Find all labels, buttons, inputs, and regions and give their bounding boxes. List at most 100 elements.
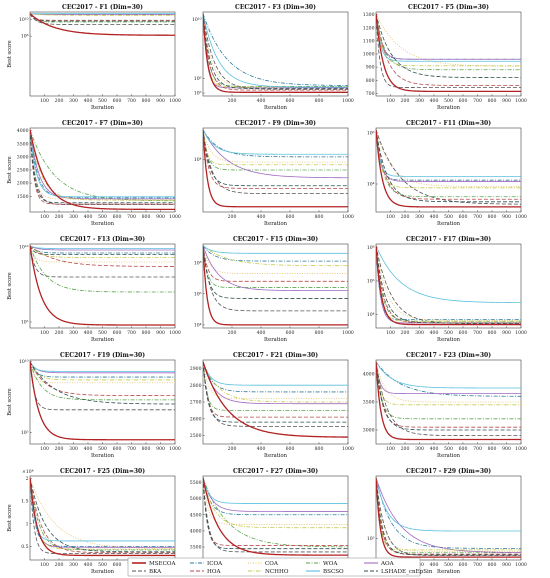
y-tick-label: 3500 bbox=[190, 545, 202, 551]
y-tick-label: 10⁶ bbox=[367, 131, 375, 137]
legend-entry: LSHADE_cnEpSin bbox=[381, 569, 433, 575]
series-line-aoa bbox=[203, 13, 348, 89]
y-tick-label: 10¹⁰ bbox=[19, 17, 29, 23]
x-tick-label: 700 bbox=[127, 446, 136, 452]
x-axis-label: Iteration bbox=[91, 105, 115, 111]
x-tick-label: 500 bbox=[444, 446, 453, 452]
legend-entry: HOA bbox=[207, 569, 221, 575]
x-tick-label: 300 bbox=[69, 214, 78, 220]
x-tick-label: 100 bbox=[40, 214, 49, 220]
x-tick-label: 500 bbox=[98, 214, 107, 220]
x-tick-label: 900 bbox=[156, 330, 165, 336]
x-tick-label: 800 bbox=[488, 98, 497, 104]
series-line-aoa bbox=[30, 13, 175, 15]
y-tick-label: 0.5 bbox=[21, 544, 28, 550]
series-line-woa bbox=[203, 13, 348, 87]
subplot-5: CEC2017 - F9 (Dim=30) 200 400 600 800 1000 10⁴… bbox=[194, 120, 354, 227]
series-line-coa bbox=[376, 477, 521, 552]
series-line-hoa bbox=[376, 129, 521, 200]
series-line-msecoa bbox=[376, 361, 521, 441]
x-tick-label: 900 bbox=[156, 446, 165, 452]
x-tick-label: 800 bbox=[142, 330, 151, 336]
series-line-icoa bbox=[203, 129, 348, 158]
series-line-msecoa bbox=[376, 13, 521, 93]
y-tick-label: 2800 bbox=[190, 383, 202, 389]
series-line-coa bbox=[30, 129, 175, 200]
series-line-nchho bbox=[376, 129, 521, 189]
x-axis-label: Iteration bbox=[264, 105, 288, 111]
plot-area bbox=[375, 243, 522, 329]
series-line-aoa bbox=[30, 129, 175, 200]
subplot-8: CEC2017 - F15 (Dim=30) 200 400 600 800 1000 10… bbox=[194, 236, 354, 343]
y-tick-label: 4000 bbox=[17, 128, 29, 134]
x-tick-label: 500 bbox=[98, 98, 107, 104]
series-line-icoa bbox=[30, 361, 175, 378]
x-tick-label: 700 bbox=[473, 446, 482, 452]
y-tick-label: 10⁶ bbox=[194, 76, 202, 82]
x-tick-label: 300 bbox=[415, 98, 424, 104]
x-tick-label: 600 bbox=[286, 98, 295, 104]
y-tick-label: 1200 bbox=[363, 25, 375, 31]
series-line-coa bbox=[30, 13, 175, 16]
plot-area bbox=[202, 243, 349, 329]
x-tick-label: 600 bbox=[113, 446, 122, 452]
x-tick-label: 300 bbox=[69, 446, 78, 452]
series-line-bka bbox=[30, 13, 175, 25]
x-tick-label: 600 bbox=[459, 446, 468, 452]
series-line-icoa bbox=[376, 13, 521, 60]
x-tick-label: 200 bbox=[401, 98, 410, 104]
series-line-icoa bbox=[376, 129, 521, 181]
x-tick-label: 800 bbox=[488, 214, 497, 220]
subplot-10: CEC2017 - F19 (Dim=30) 100 200 300 400 500 600… bbox=[7, 352, 181, 459]
series-line-msecoa bbox=[203, 361, 348, 438]
series-line-nchho bbox=[376, 13, 521, 67]
y-axis-label: Best score bbox=[7, 40, 13, 68]
series-line-hoa bbox=[30, 13, 175, 21]
x-tick-label: 500 bbox=[98, 330, 107, 336]
series-line-nchho bbox=[203, 13, 348, 88]
x-tick-label: 400 bbox=[430, 98, 439, 104]
x-tick-label: 1000 bbox=[342, 214, 354, 220]
series-line-coa bbox=[376, 361, 521, 403]
y-tick-label: 800 bbox=[366, 78, 375, 84]
y-tick-label: 10⁵ bbox=[21, 320, 29, 326]
series-line-woa bbox=[376, 361, 521, 420]
x-tick-label: 700 bbox=[127, 330, 136, 336]
series-line-lshade-cnepsin bbox=[203, 477, 348, 550]
x-axis-label: Iteration bbox=[91, 221, 115, 227]
series-line-bka bbox=[30, 245, 175, 278]
series-line-aoa bbox=[376, 361, 521, 394]
y-tick-label: 2000 bbox=[17, 181, 29, 187]
plot-area bbox=[202, 127, 349, 213]
series-line-bka bbox=[30, 361, 175, 411]
x-axis-label: Iteration bbox=[437, 569, 461, 575]
y-tick-label: 10⁸ bbox=[367, 245, 375, 251]
x-tick-label: 800 bbox=[142, 214, 151, 220]
x-tick-label: 200 bbox=[401, 214, 410, 220]
series-line-icoa bbox=[203, 361, 348, 393]
x-tick-label: 100 bbox=[40, 330, 49, 336]
series-line-bka bbox=[203, 129, 348, 195]
series-line-nchho bbox=[376, 477, 521, 551]
subplot-title: CEC2017 - F7 (Dim=30) bbox=[62, 120, 143, 127]
x-tick-label: 500 bbox=[444, 330, 453, 336]
x-axis-label: Iteration bbox=[437, 105, 461, 111]
x-tick-label: 300 bbox=[415, 214, 424, 220]
x-tick-label: 400 bbox=[257, 330, 266, 336]
series-line-woa bbox=[30, 477, 175, 551]
y-tick-label: 2 bbox=[26, 476, 29, 482]
y-tick-label: 10⁴ bbox=[194, 157, 202, 163]
x-tick-label: 1000 bbox=[515, 214, 527, 220]
subplot-title: CEC2017 - F25 (Dim=30) bbox=[60, 468, 145, 475]
y-tick-label: 1000 bbox=[363, 52, 375, 58]
x-tick-label: 600 bbox=[459, 330, 468, 336]
x-tick-label: 300 bbox=[69, 562, 78, 568]
x-tick-label: 1000 bbox=[169, 330, 181, 336]
series-line-icoa bbox=[30, 245, 175, 254]
series-line-lshade-cnepsin bbox=[376, 477, 521, 556]
x-tick-label: 200 bbox=[55, 330, 64, 336]
series-line-msecoa bbox=[30, 361, 175, 441]
subplot-title: CEC2017 - F29 (Dim=30) bbox=[406, 468, 491, 475]
series-line-hoa bbox=[203, 361, 348, 418]
y-exponent-label: ×10⁴ bbox=[22, 469, 34, 475]
